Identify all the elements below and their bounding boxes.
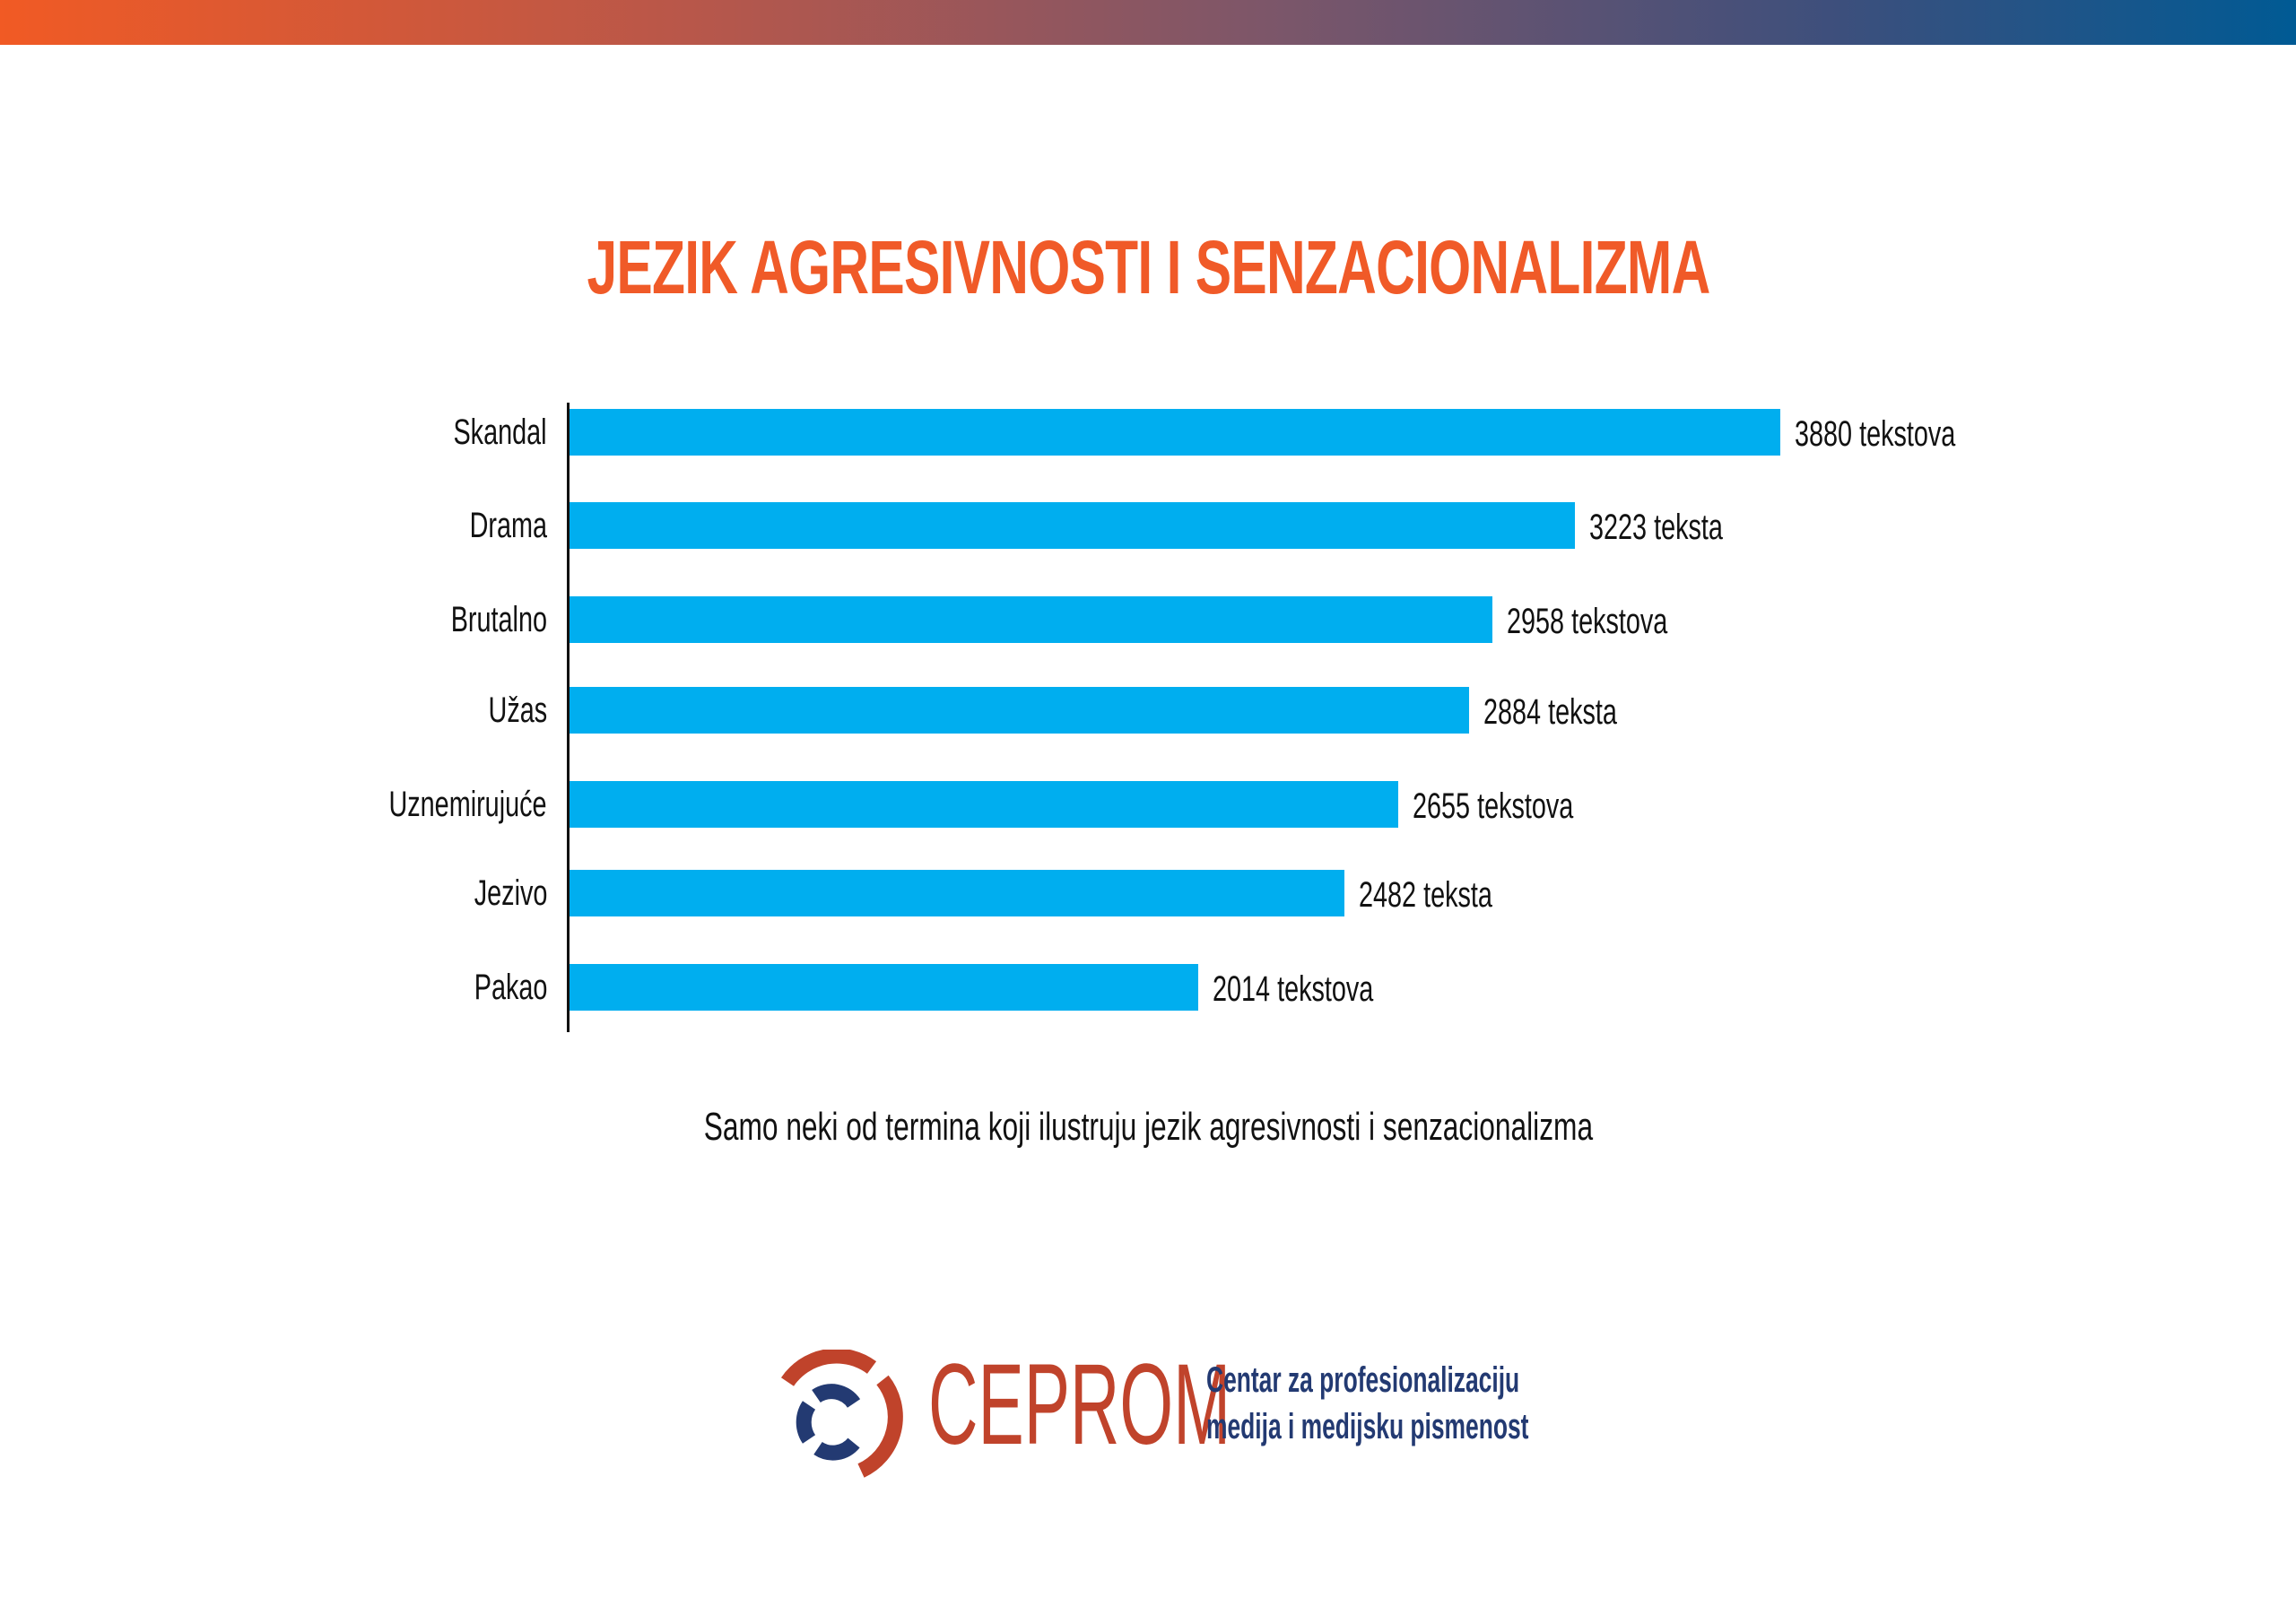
bar-row: Brutalno 2958 tekstova <box>0 596 2296 643</box>
bar <box>570 409 1780 456</box>
data-label: 3223 teksta <box>1589 508 1724 547</box>
bar-row: Drama 3223 teksta <box>0 502 2296 549</box>
bar <box>570 964 1198 1011</box>
bar-row: Pakao 2014 tekstova <box>0 964 2296 1011</box>
y-axis-line <box>567 403 570 1032</box>
bar-row: Skandal 3880 tekstova <box>0 409 2296 456</box>
tagline-line-1: Centar za profesionalizaciju <box>1206 1360 1520 1400</box>
bar <box>570 502 1576 549</box>
bar-row: Užas 2884 teksta <box>0 687 2296 734</box>
category-label: Drama <box>469 506 547 545</box>
category-label: Brutalno <box>450 600 547 639</box>
bar <box>570 687 1470 734</box>
data-label: 2958 tekstova <box>1507 602 1668 641</box>
category-label: Užas <box>488 690 547 730</box>
bar-row: Uznemirujuće 2655 tekstova <box>0 781 2296 828</box>
data-label: 3880 tekstova <box>1795 414 1956 454</box>
category-label: Pakao <box>474 968 547 1007</box>
chart-subtitle: Samo neki od termina koji ilustruju jezi… <box>703 1105 1593 1149</box>
bar <box>570 870 1344 916</box>
ceprom-emblem-icon <box>780 1350 903 1478</box>
data-label: 2482 teksta <box>1358 875 1492 915</box>
bar <box>570 781 1398 828</box>
ceprom-logo: CEPROM Centar za profesionalizaciju medi… <box>771 1341 1578 1484</box>
data-label: 2884 teksta <box>1483 692 1618 732</box>
category-label: Jezivo <box>474 873 547 913</box>
chart-title: JEZIK AGRESIVNOSTI I SENZACIONALIZMA <box>586 225 1710 309</box>
category-label: Skandal <box>453 413 547 452</box>
top-gradient-bar <box>0 0 2296 45</box>
brand-name: CEPROM <box>928 1341 1231 1469</box>
bar-row: Jezivo 2482 teksta <box>0 870 2296 916</box>
category-label: Uznemirujuće <box>388 785 547 824</box>
data-label: 2014 tekstova <box>1212 969 1374 1009</box>
data-label: 2655 tekstova <box>1412 786 1574 826</box>
bar <box>570 596 1493 643</box>
tagline-line-2: medija i medijsku pismenost <box>1206 1407 1529 1446</box>
